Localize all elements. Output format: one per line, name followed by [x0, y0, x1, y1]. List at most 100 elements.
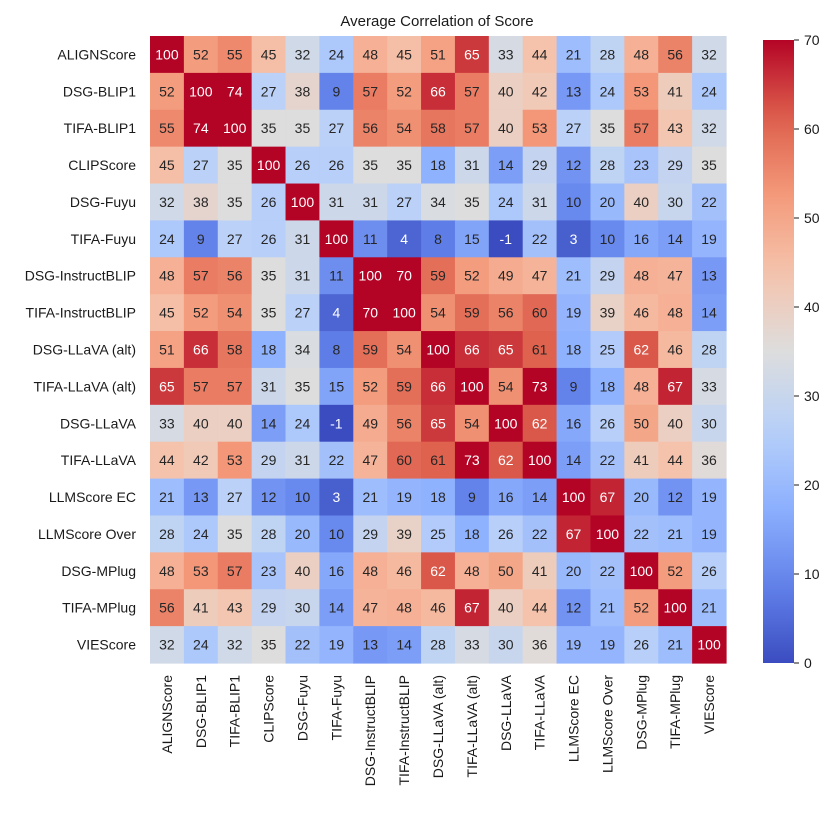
cell-value-label: 57: [464, 83, 480, 99]
cell-value-label: 35: [362, 157, 378, 173]
cell-value-label: 8: [434, 231, 442, 247]
cell-value-label: 30: [701, 415, 717, 431]
heatmap-cell: [183, 257, 219, 295]
heatmap-cell: [556, 404, 592, 443]
heatmap-cell: [285, 441, 321, 480]
heatmap-cell: [353, 183, 388, 222]
cell-value-label: 32: [701, 120, 717, 136]
cell-value-label: 52: [159, 83, 175, 99]
heatmap-cell: [454, 626, 490, 664]
heatmap-cell: [421, 72, 456, 111]
cell-value-label: 47: [532, 268, 548, 284]
cell-value-label: 30: [498, 637, 514, 653]
heatmap-cell: [590, 441, 625, 480]
cell-value-label: 48: [634, 378, 650, 394]
heatmap-cell: [556, 183, 592, 222]
cell-value-label: 44: [667, 452, 683, 468]
cell-value-label: 26: [498, 526, 514, 542]
cell-value-label: 62: [634, 342, 650, 358]
cell-value-label: 54: [396, 342, 412, 358]
column-tick-label: TIFA-MPlug: [667, 675, 683, 749]
heatmap-cell: [421, 109, 456, 148]
cell-value-label: 26: [261, 194, 277, 210]
cell-value-label: 35: [464, 194, 480, 210]
heatmap-cell: [488, 626, 524, 664]
heatmap-cell: [692, 257, 727, 295]
heatmap-cells: [150, 36, 727, 664]
heatmap-cell: [353, 146, 388, 185]
column-tick-label: TIFA-Fuyu: [328, 675, 344, 740]
cell-value-label: 56: [362, 120, 378, 136]
column-tick-label: LLMScore EC: [566, 675, 582, 762]
heatmap-cell: [658, 220, 693, 258]
cell-value-label: 18: [430, 489, 446, 505]
column-labels: ALIGNScore DSG-BLIP1 TIFA-BLIP1 CLIPScore DS…: [159, 674, 717, 786]
cell-value-label: 10: [600, 231, 616, 247]
heatmap-cell: [285, 478, 321, 517]
heatmap-cell: [556, 515, 592, 553]
cell-value-label: 19: [566, 305, 582, 321]
heatmap-cell: [590, 257, 625, 295]
cell-value-label: 21: [362, 489, 378, 505]
cell-value-label: 54: [430, 305, 446, 321]
heatmap-cell: [556, 331, 592, 369]
cell-value-label: 51: [430, 46, 446, 62]
heatmap-cell: [590, 183, 625, 222]
heatmap-cell: [556, 626, 592, 664]
heatmap-cell: [387, 331, 422, 369]
cell-value-label: 48: [159, 268, 175, 284]
cell-value-label: 36: [532, 637, 548, 653]
heatmap-cell: [150, 441, 185, 480]
cell-value-label: 8: [332, 342, 340, 358]
cell-value-label: 57: [227, 563, 243, 579]
heatmap-cell: [590, 294, 625, 332]
cell-value-label: 24: [701, 83, 717, 99]
heatmap-cell: [183, 36, 219, 74]
heatmap-cell: [488, 72, 524, 111]
cell-value-label: 58: [430, 120, 446, 136]
heatmap-cell: [590, 589, 625, 627]
cell-value-label: 74: [193, 120, 209, 136]
cell-value-label: 56: [396, 415, 412, 431]
heatmap-cell: [387, 109, 422, 148]
cell-value-label: 47: [362, 600, 378, 616]
heatmap-cell: [692, 589, 727, 627]
cell-value-label: 13: [701, 268, 717, 284]
heatmap-cell: [522, 146, 558, 185]
heatmap-cell: [217, 146, 253, 185]
heatmap-cell: [590, 146, 625, 185]
heatmap-cell: [488, 109, 524, 148]
cell-value-label: 56: [159, 600, 175, 616]
cell-value-label: 44: [532, 600, 548, 616]
heatmap-cell: [658, 589, 693, 627]
cell-value-label: 43: [667, 120, 683, 136]
heatmap-cell: [217, 331, 253, 369]
cell-value-label: 57: [362, 83, 378, 99]
heatmap-cell: [488, 331, 524, 369]
heatmap-cell: [624, 36, 659, 74]
heatmap-cell: [150, 515, 185, 553]
cell-value-label: 12: [667, 489, 683, 505]
heatmap-cell: [251, 626, 287, 664]
cell-value-label: 32: [227, 637, 243, 653]
heatmap-cell: [421, 294, 456, 332]
cell-value-label: 32: [295, 46, 311, 62]
heatmap-cell: [251, 220, 287, 258]
heatmap-cell: [624, 257, 659, 295]
heatmap-cell: [421, 515, 456, 553]
heatmap-cell: [319, 589, 354, 627]
cell-value-label: 31: [295, 452, 311, 468]
heatmap-cell: [217, 404, 253, 443]
cell-value-label: 14: [667, 231, 683, 247]
column-tick-label: DSG-LLaVA (alt): [430, 675, 446, 778]
cell-value-label: 38: [193, 194, 209, 210]
cell-value-label: 35: [227, 526, 243, 542]
cell-value-label: 62: [430, 563, 446, 579]
heatmap-cell: [556, 441, 592, 480]
heatmap-cell: [421, 478, 456, 517]
cell-value-label: 41: [634, 452, 650, 468]
cell-value-label: 19: [600, 637, 616, 653]
cell-value-label: 51: [159, 342, 175, 358]
heatmap-cell: [454, 294, 490, 332]
cell-value-label: 59: [362, 342, 378, 358]
